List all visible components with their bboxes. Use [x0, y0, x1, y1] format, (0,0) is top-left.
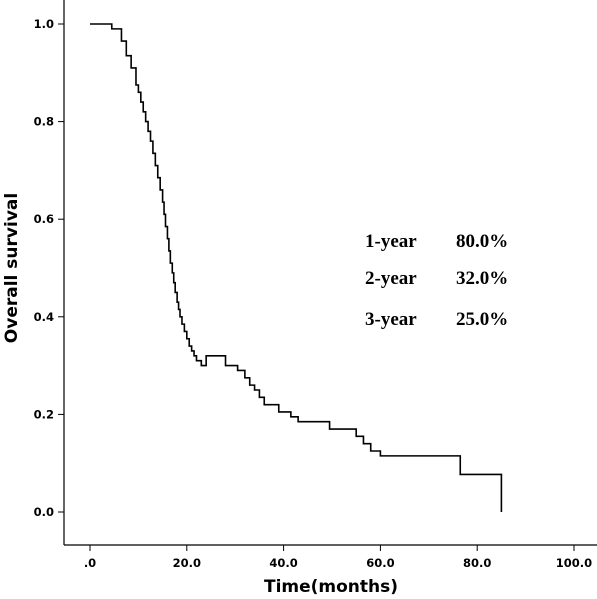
- x-tick-label: 40.0: [269, 556, 297, 570]
- annotation-2-value: 32.0%: [456, 268, 508, 289]
- series-layer: [90, 23, 503, 512]
- x-tick-label: 80.0: [463, 556, 491, 570]
- survival-curve: [90, 23, 503, 512]
- x-tick-label: 60.0: [366, 556, 394, 570]
- annotation-1-value: 80.0%: [456, 231, 508, 252]
- axes: [63, 0, 597, 546]
- annotation-3-label: 3-year: [365, 309, 417, 330]
- y-tick-label: 0.6: [34, 212, 54, 226]
- y-tick-label: 0.4: [34, 310, 54, 324]
- y-tick-label: 1.0: [34, 17, 54, 31]
- x-tick-label: 100.0: [556, 556, 592, 570]
- x-axis-title: Time(months): [264, 577, 398, 597]
- y-axis-title: Overall survival: [2, 193, 22, 343]
- annotation-2-label: 2-year: [365, 268, 417, 289]
- x-tick-label: .0: [84, 556, 96, 570]
- y-tick-label: 0.8: [34, 115, 54, 129]
- x-tick-label: 20.0: [173, 556, 201, 570]
- y-tick-label: 0.0: [34, 505, 54, 519]
- annotation-block: 1-year 80.0% 2-year 32.0% 3-year 25.0%: [365, 231, 508, 330]
- tick-marks: 0.0 0.2 0.4 0.6 0.8 1.0 .0 20.0 40.0 60.0 80.0 100.…: [34, 17, 593, 570]
- annotation-3-value: 25.0%: [456, 309, 508, 330]
- annotation-1-label: 1-year: [365, 231, 417, 252]
- y-tick-label: 0.2: [34, 407, 54, 421]
